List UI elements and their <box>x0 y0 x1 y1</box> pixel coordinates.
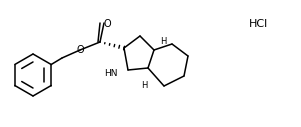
Text: HN: HN <box>104 69 118 78</box>
Text: O: O <box>76 45 84 55</box>
Text: H: H <box>141 81 147 90</box>
Text: H: H <box>160 36 166 45</box>
Text: O: O <box>103 19 111 29</box>
Text: HCl: HCl <box>248 19 268 29</box>
